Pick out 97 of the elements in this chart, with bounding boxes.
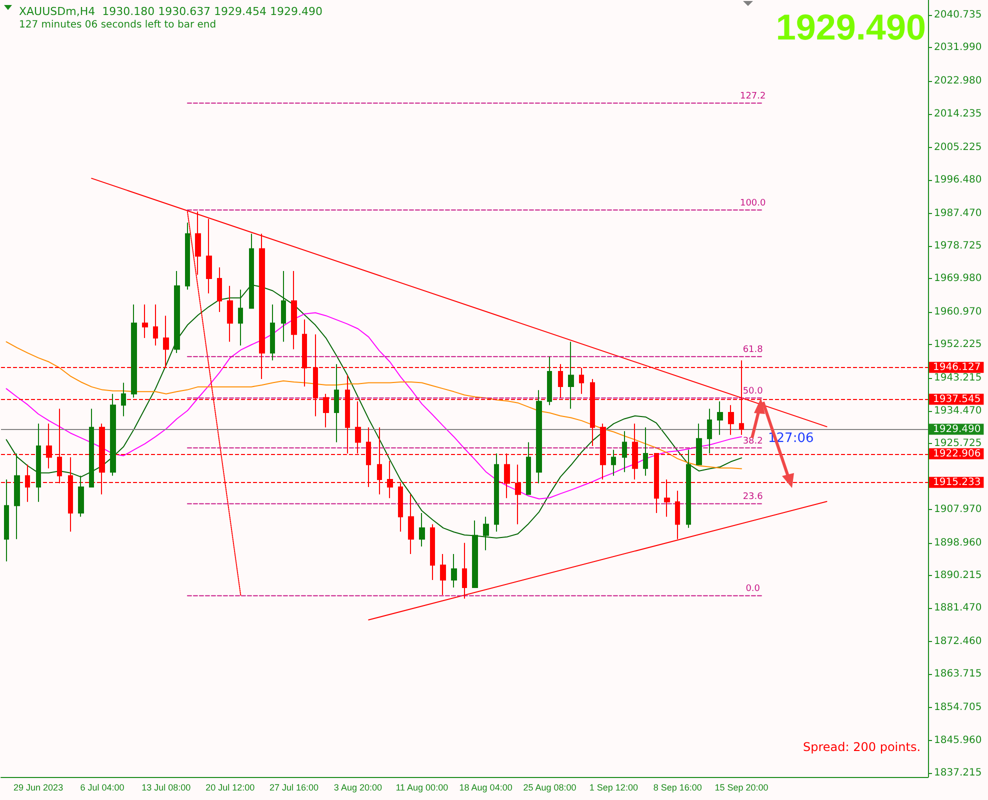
ref-line-label: 1929.490 [933,424,981,435]
ref-line-label: 1937.545 [933,394,981,405]
y-tick-label: 2005.225 [934,142,982,153]
candlestick [686,449,691,528]
ref-line-label: 1946.127 [933,362,981,373]
candlestick [217,266,222,312]
candlestick [717,400,723,436]
y-tick-label: 1837.215 [934,767,982,778]
candlestick [121,382,126,417]
y-tick-label: 1872.460 [934,636,982,648]
x-tick-label: 25 Aug 08:00 [523,782,576,792]
candlestick [206,218,212,294]
candlestick [408,494,414,554]
y-tick-label: 2031.990 [934,42,982,54]
candlestick [462,542,467,600]
candlestick [153,304,158,346]
y-tick-label: 1969.980 [934,273,982,284]
series-label: 23.6 [742,492,764,502]
annotation: 1929.490 [776,6,926,48]
candlestick [89,408,94,488]
series-label: 38.2 [742,436,763,446]
candlestick [78,475,84,518]
x-tick-label: 15 Sep 20:00 [714,782,768,792]
y-tick-label: 1907.970 [934,504,982,515]
candlestick [14,452,20,540]
candlestick [622,430,627,473]
y-tick-label: 1934.470 [934,405,982,416]
ref-line-label: 1915.233 [933,476,981,488]
series-label: 61.8 [742,345,764,356]
candlestick [334,364,339,443]
line-series [6,312,742,500]
candlestick [227,285,233,342]
candlestick [238,289,243,346]
candlestick [440,553,446,596]
candlestick [131,304,137,398]
candlestick [185,222,190,290]
candlestick [110,393,116,476]
candlestick [281,270,286,342]
y-tick-label: 1898.960 [934,537,982,548]
candlestick [579,367,584,394]
candlestick [483,516,489,551]
x-tick-label: 1 Sep 12:00 [589,782,638,792]
series-label: 50.0 [742,386,764,396]
candlestick [291,270,297,350]
y-tick-label: 2040.735 [934,10,982,21]
y-tick-label: 1881.470 [934,602,982,614]
series-label: 127.2 [740,92,766,102]
y-tick-label: 1845.960 [934,734,982,746]
y-tick-label: 1943.215 [934,372,982,384]
candlestick [728,404,734,436]
x-tick-label: 20 Jul 12:00 [206,782,255,792]
series-label: 100.0 [740,198,766,208]
y-tick-label: 1890.215 [934,570,982,582]
text: 127 minutes 06 seconds left to bar end [19,20,216,30]
candlestick [494,452,499,532]
candlestick [472,520,478,588]
x-tick-label: 18 Aug 04:00 [459,782,512,792]
x-tick-label: 13 Jul 08:00 [142,782,191,792]
text: XAUUSDm,H4 1930.180 1930.637 1929.454 1929.490 [19,5,323,18]
candlestick [643,426,648,476]
x-tick-label: 8 Sep 16:00 [653,782,702,792]
candlestick [696,423,702,466]
y-tick-label: 1863.715 [934,668,982,680]
candlestick [36,423,41,502]
y-tick-label: 1925.725 [934,438,982,449]
candlestick [611,449,616,476]
candlestick [451,553,457,588]
y-tick-label: 1978.725 [934,240,982,252]
candlestick [707,408,712,454]
y-tick-label: 1854.705 [934,702,982,714]
candlestick [547,356,552,406]
candlestick [568,341,574,410]
line-series [6,284,742,538]
candlestick [270,304,275,361]
y-tick-label: 1987.470 [934,208,982,219]
y-tick-label: 2022.980 [934,76,982,87]
candlestick [174,270,180,354]
x-tick-label: 27 Jul 16:00 [269,782,319,792]
x-tick-label: 11 Aug 00:00 [396,782,448,792]
y-tick-label: 1960.970 [934,306,982,318]
annotation: Spread: 200 points. [803,740,921,754]
y-tick-label: 1996.480 [934,174,982,186]
candlestick [430,524,435,581]
line-series [6,341,742,470]
candlestick [536,390,542,484]
y-tick-label: 1952.225 [934,339,982,350]
candlestick [249,233,254,309]
x-tick-label: 29 Jun 2023 [14,782,64,792]
candlestick [419,512,425,548]
x-tick-label: 6 Jul 04:00 [80,782,124,792]
y-tick-label: 2014.235 [934,108,982,120]
ref-line-label: 1922.906 [933,448,981,460]
candlestick [142,304,148,339]
candlestick [4,479,9,562]
series-label: 0.0 [746,584,760,594]
candlestick [526,442,531,495]
x-tick-label: 3 Aug 20:00 [334,782,382,792]
